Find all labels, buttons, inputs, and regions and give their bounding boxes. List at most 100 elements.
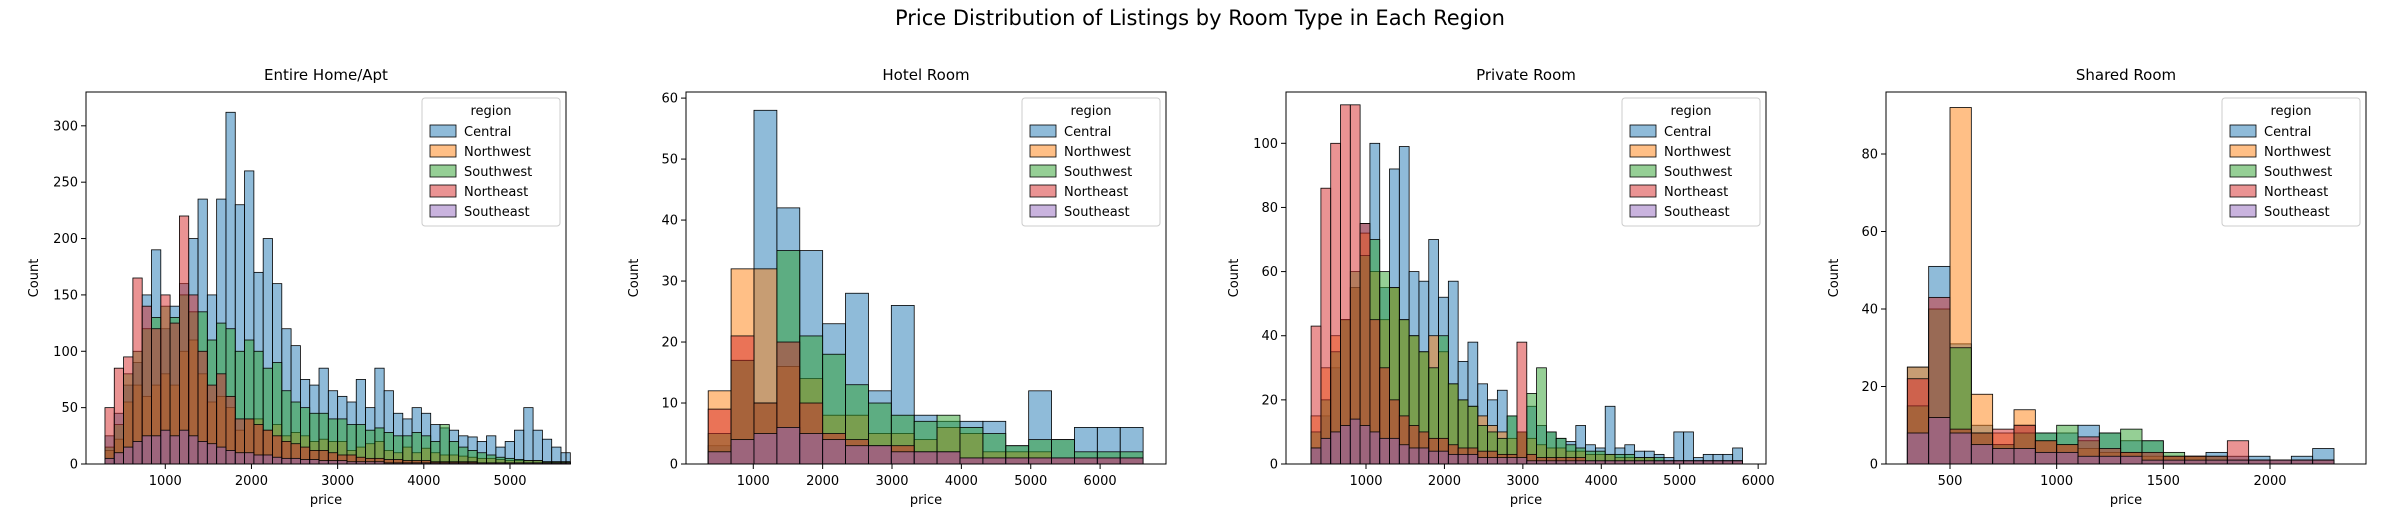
bar-southeast-8	[179, 429, 190, 465]
legend-swatch-northwest	[1029, 144, 1057, 158]
legend-swatch-southeast	[1029, 204, 1057, 218]
legend-label-southwest: Southwest	[2264, 165, 2332, 180]
legend-label-northeast: Northeast	[464, 185, 528, 200]
y-tick-label: 100	[53, 345, 78, 360]
bar-southeast-1	[113, 452, 124, 465]
figure-suptitle: Price Distribution of Listings by Room T…	[894, 6, 1505, 30]
bar-southeast-16	[1467, 453, 1479, 465]
legend-title: region	[470, 104, 511, 119]
legend-label-northeast: Northeast	[2264, 185, 2328, 200]
x-tick-label: 2000	[806, 474, 839, 489]
legend-label-central: Central	[1064, 125, 1111, 140]
axes-frame	[685, 91, 1167, 465]
bar-southeast-15	[1457, 453, 1469, 465]
legend-label-central: Central	[464, 125, 511, 140]
bar-southeast-10	[936, 451, 961, 465]
y-tick-label: 200	[53, 232, 78, 247]
x-tick-label: 500	[1938, 474, 1963, 489]
legend-swatch-central	[2229, 124, 2257, 138]
bar-southeast-16	[253, 454, 264, 465]
bar-southeast-15	[244, 452, 255, 465]
legend-box	[421, 97, 561, 227]
bar-southeast-19	[281, 457, 292, 465]
bar-southeast-0	[1906, 432, 1930, 465]
legend-label-northeast: Northeast	[1664, 185, 1728, 200]
bar-southeast-14	[1447, 453, 1459, 465]
bar-southeast-14	[2205, 459, 2228, 465]
bar-southeast-18	[2290, 459, 2314, 465]
legend-swatch-southeast	[429, 204, 457, 218]
x-tick-label: 5000	[493, 474, 526, 489]
x-tick-label: 2000	[2253, 474, 2286, 489]
y-tick-label: 0	[1270, 458, 1278, 473]
legend-swatch-northeast	[1629, 184, 1657, 198]
bar-central-46	[532, 429, 543, 465]
y-tick-label: 0	[670, 458, 678, 473]
bar-southeast-4	[799, 433, 824, 465]
bar-southeast-0	[707, 451, 732, 465]
bar-southeast-4	[1349, 418, 1361, 465]
bar-southeast-5	[2013, 448, 2036, 465]
legend-label-northwest: Northwest	[1664, 145, 1731, 160]
bar-northeast-1	[113, 367, 124, 465]
bar-southeast-17	[2269, 459, 2292, 465]
bar-southwest-23	[1536, 367, 1547, 465]
bar-southeast-3	[1340, 425, 1351, 465]
y-tick-label: 60	[661, 92, 678, 107]
bar-southeast-12	[982, 457, 1007, 465]
bars	[1310, 104, 1743, 465]
x-tick-label: 1000	[1349, 474, 1382, 489]
axes-frame	[85, 91, 567, 465]
bar-southeast-18	[1119, 457, 1144, 465]
legend-title: region	[1070, 104, 1111, 119]
bar-southeast-21	[300, 459, 311, 465]
bar-southeast-11	[959, 457, 984, 465]
bar-southeast-14	[234, 452, 245, 465]
bar-southeast-3	[1970, 444, 1994, 465]
legend-label-southwest: Southwest	[1064, 165, 1132, 180]
bar-central-44	[514, 429, 525, 465]
bar-southeast-15	[1051, 457, 1075, 465]
bar-southeast-16	[1074, 457, 1098, 465]
bar-southeast-9	[2098, 455, 2122, 465]
bar-southeast-0	[104, 457, 115, 465]
bar-southeast-14	[1028, 457, 1052, 465]
legend-label-northwest: Northwest	[1064, 145, 1131, 160]
x-tick-label: 6000	[1742, 474, 1775, 489]
y-tick-label: 20	[1261, 393, 1278, 408]
x-tick-label: 3000	[1506, 474, 1539, 489]
bar-southeast-2	[1330, 431, 1341, 465]
y-tick-label: 10	[661, 397, 678, 412]
x-tick-label: 1500	[2147, 474, 2180, 489]
bar-southeast-0	[1310, 447, 1322, 465]
x-tick-label: 4000	[945, 474, 978, 489]
legend-swatch-northwest	[1629, 144, 1657, 158]
bar-southeast-12	[2162, 459, 2186, 465]
bar-southeast-13	[225, 450, 236, 465]
y-tick-label: 50	[61, 401, 78, 416]
legend-label-central: Central	[2264, 125, 2311, 140]
legend-swatch-southwest	[429, 164, 457, 178]
x-tick-label: 3000	[875, 474, 908, 489]
x-tick-label: 5000	[1014, 474, 1047, 489]
x-axis-label: price	[1510, 493, 1542, 508]
bar-southeast-20	[290, 457, 301, 465]
bar-southeast-12	[1428, 450, 1439, 465]
bar-northeast-8	[179, 215, 190, 465]
bar-southeast-6	[2034, 451, 2058, 465]
bar-northeast-0	[1310, 325, 1322, 465]
bar-southeast-11	[2141, 459, 2164, 465]
legend-label-southwest: Southwest	[1664, 165, 1732, 180]
bar-northeast-3	[1340, 104, 1351, 465]
bar-southeast-9	[1398, 444, 1410, 465]
y-axis-label: Count	[27, 259, 42, 298]
bar-southeast-8	[2077, 455, 2100, 465]
y-tick-label: 60	[1861, 225, 1878, 240]
x-tick-label: 2000	[235, 474, 268, 489]
y-axis-label: Count	[1227, 259, 1242, 298]
legend-swatch-northeast	[2229, 184, 2257, 198]
y-tick-label: 80	[1261, 201, 1278, 216]
axes-frame	[1885, 91, 2367, 465]
